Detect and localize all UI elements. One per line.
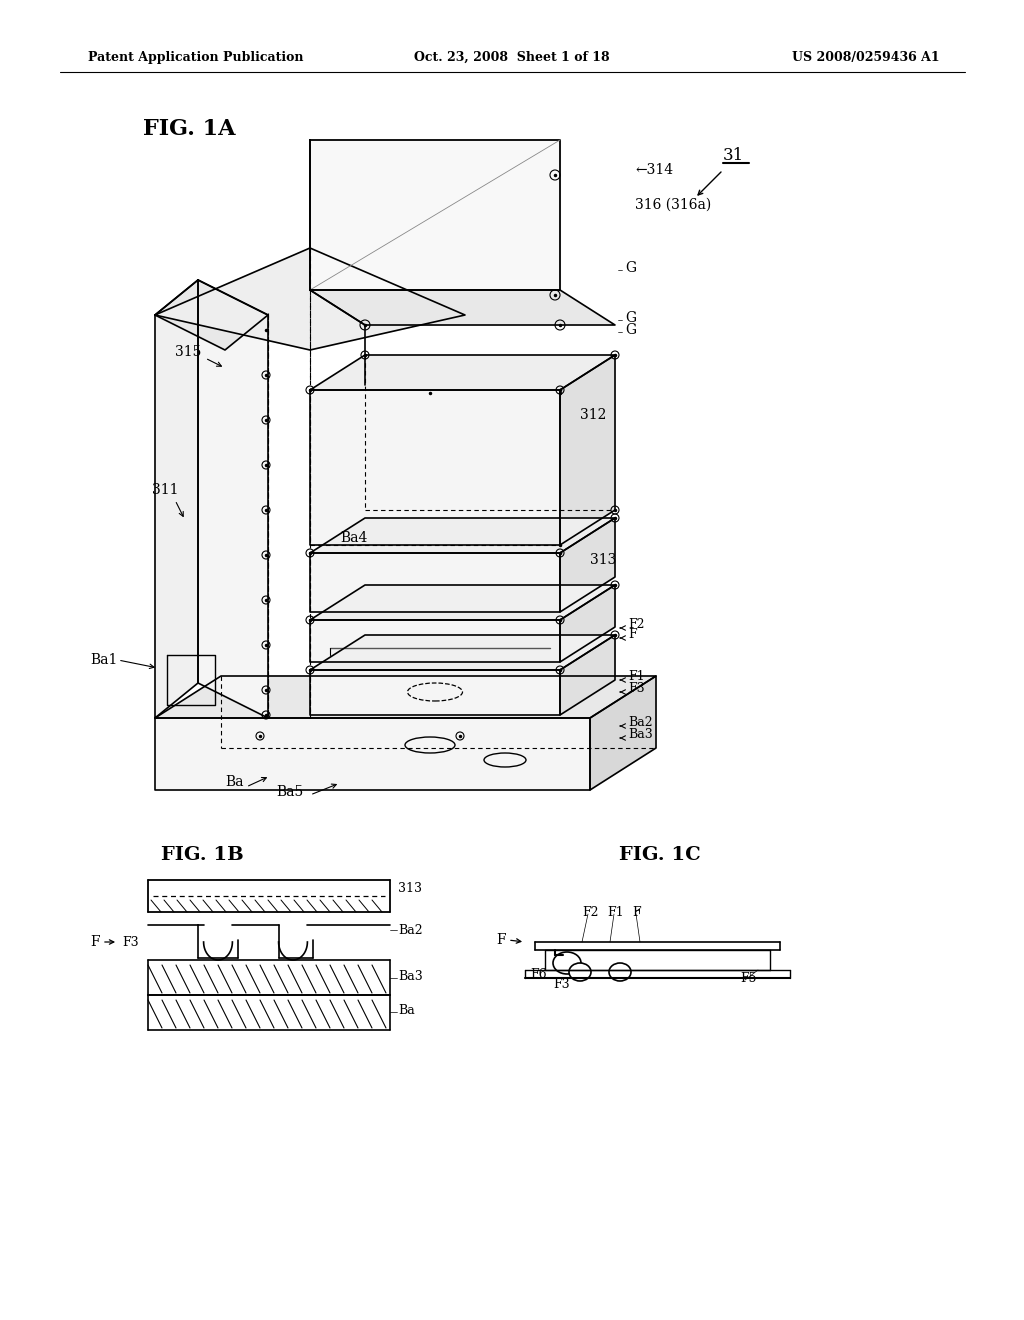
Polygon shape	[590, 676, 656, 789]
Polygon shape	[560, 355, 615, 545]
Polygon shape	[310, 671, 560, 715]
Text: Ba4: Ba4	[340, 531, 368, 545]
Text: ←314: ←314	[635, 162, 673, 177]
Text: Ba2: Ba2	[628, 715, 652, 729]
Text: F: F	[90, 935, 100, 949]
Polygon shape	[155, 248, 465, 350]
Text: 311: 311	[152, 483, 178, 498]
Text: Ba3: Ba3	[628, 727, 652, 741]
Text: F3: F3	[628, 681, 645, 694]
Text: 313: 313	[590, 553, 616, 568]
Text: 315: 315	[175, 345, 202, 359]
Polygon shape	[155, 676, 656, 718]
Text: F: F	[497, 933, 506, 946]
Text: F3: F3	[553, 978, 569, 991]
Polygon shape	[155, 280, 198, 718]
Text: F: F	[632, 906, 641, 919]
Text: US 2008/0259436 A1: US 2008/0259436 A1	[793, 50, 940, 63]
Ellipse shape	[609, 964, 631, 981]
Polygon shape	[198, 280, 268, 718]
Text: F: F	[628, 627, 637, 640]
Polygon shape	[560, 635, 615, 715]
Polygon shape	[310, 553, 560, 612]
Polygon shape	[310, 140, 560, 290]
Text: G: G	[625, 312, 636, 325]
Ellipse shape	[569, 964, 591, 981]
Text: G: G	[625, 323, 636, 337]
Polygon shape	[310, 355, 615, 389]
Polygon shape	[155, 280, 268, 350]
Text: Patent Application Publication: Patent Application Publication	[88, 50, 303, 63]
Text: 31: 31	[723, 147, 744, 164]
Polygon shape	[310, 290, 615, 325]
Text: 312: 312	[580, 408, 606, 422]
Text: F5: F5	[740, 972, 757, 985]
Text: Ba: Ba	[225, 775, 244, 789]
Text: Ba: Ba	[398, 1003, 415, 1016]
Text: Ba1: Ba1	[90, 653, 118, 667]
Polygon shape	[310, 635, 615, 671]
Polygon shape	[310, 517, 615, 553]
Text: Ba2: Ba2	[398, 924, 423, 936]
Text: 313: 313	[398, 882, 422, 895]
Text: G: G	[625, 261, 636, 275]
Text: F6: F6	[530, 969, 547, 982]
Text: F2: F2	[582, 906, 598, 919]
Text: 316 (316a): 316 (316a)	[635, 198, 712, 213]
Polygon shape	[310, 585, 615, 620]
Text: FIG. 1B: FIG. 1B	[161, 846, 244, 865]
Text: F3: F3	[122, 936, 138, 949]
Text: Ba3: Ba3	[398, 969, 423, 982]
Polygon shape	[310, 389, 560, 545]
Polygon shape	[310, 620, 560, 663]
Text: Oct. 23, 2008  Sheet 1 of 18: Oct. 23, 2008 Sheet 1 of 18	[414, 50, 610, 63]
Polygon shape	[560, 517, 615, 612]
Ellipse shape	[553, 952, 581, 974]
Polygon shape	[560, 585, 615, 663]
Text: F2: F2	[628, 618, 644, 631]
Text: F1: F1	[628, 669, 645, 682]
Text: Ba5: Ba5	[276, 785, 303, 799]
Text: F1: F1	[607, 906, 624, 919]
Polygon shape	[155, 718, 590, 789]
Text: FIG. 1C: FIG. 1C	[620, 846, 700, 865]
Text: FIG. 1A: FIG. 1A	[143, 117, 236, 140]
